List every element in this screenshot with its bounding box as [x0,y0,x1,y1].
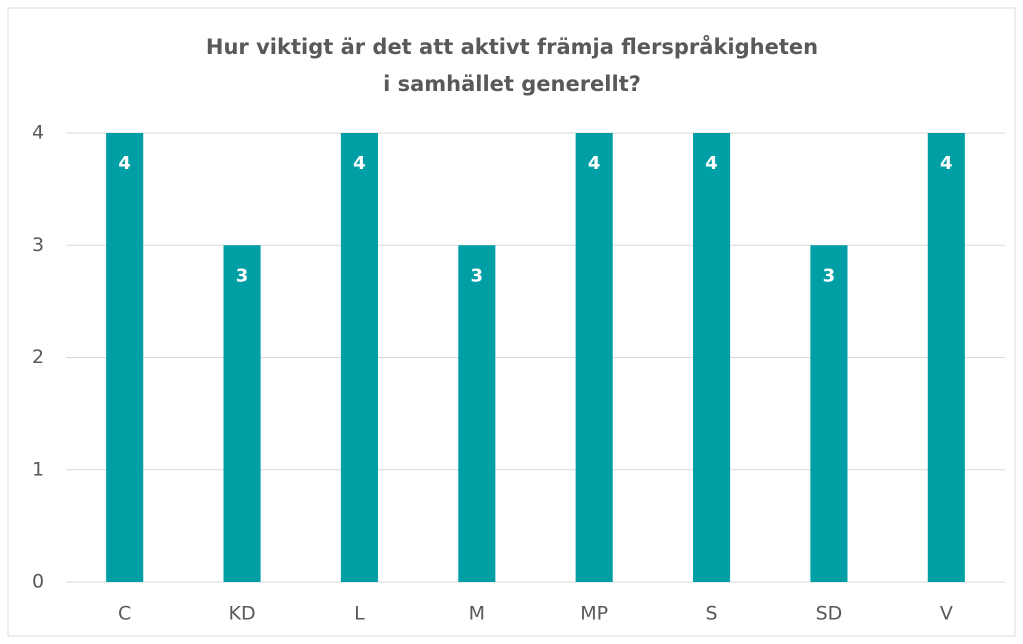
y-tick-label: 2 [32,346,44,368]
x-tick-label: S [706,603,718,625]
x-tick-label: MP [580,603,608,625]
x-tick-label: M [469,603,485,625]
x-tick-label: L [354,603,365,625]
bar [810,245,848,582]
data-label: 4 [118,153,131,174]
y-tick-label: 0 [32,571,44,593]
x-tick-label: C [118,603,131,625]
chart-title: Hur viktigt är det att aktivt främja fle… [206,34,818,59]
data-label: 4 [705,153,718,174]
bar [575,133,613,582]
bar [458,245,496,582]
chart-title: i samhället generellt? [383,72,641,96]
bar [927,133,965,582]
data-label: 3 [471,265,484,286]
data-label: 3 [236,265,249,286]
data-label: 3 [823,265,836,286]
bar [340,133,378,582]
bar [106,133,144,582]
data-label: 4 [940,153,953,174]
data-label: 4 [588,153,601,174]
bar [223,245,261,582]
x-tick-label: SD [816,603,843,625]
y-tick-label: 4 [32,122,44,144]
y-tick-label: 3 [32,234,44,256]
chart-frame [7,7,1016,637]
y-tick-label: 1 [32,458,44,480]
x-tick-label: V [940,603,953,625]
bar [693,133,731,582]
data-label: 4 [353,153,366,174]
x-tick-label: KD [229,603,256,625]
